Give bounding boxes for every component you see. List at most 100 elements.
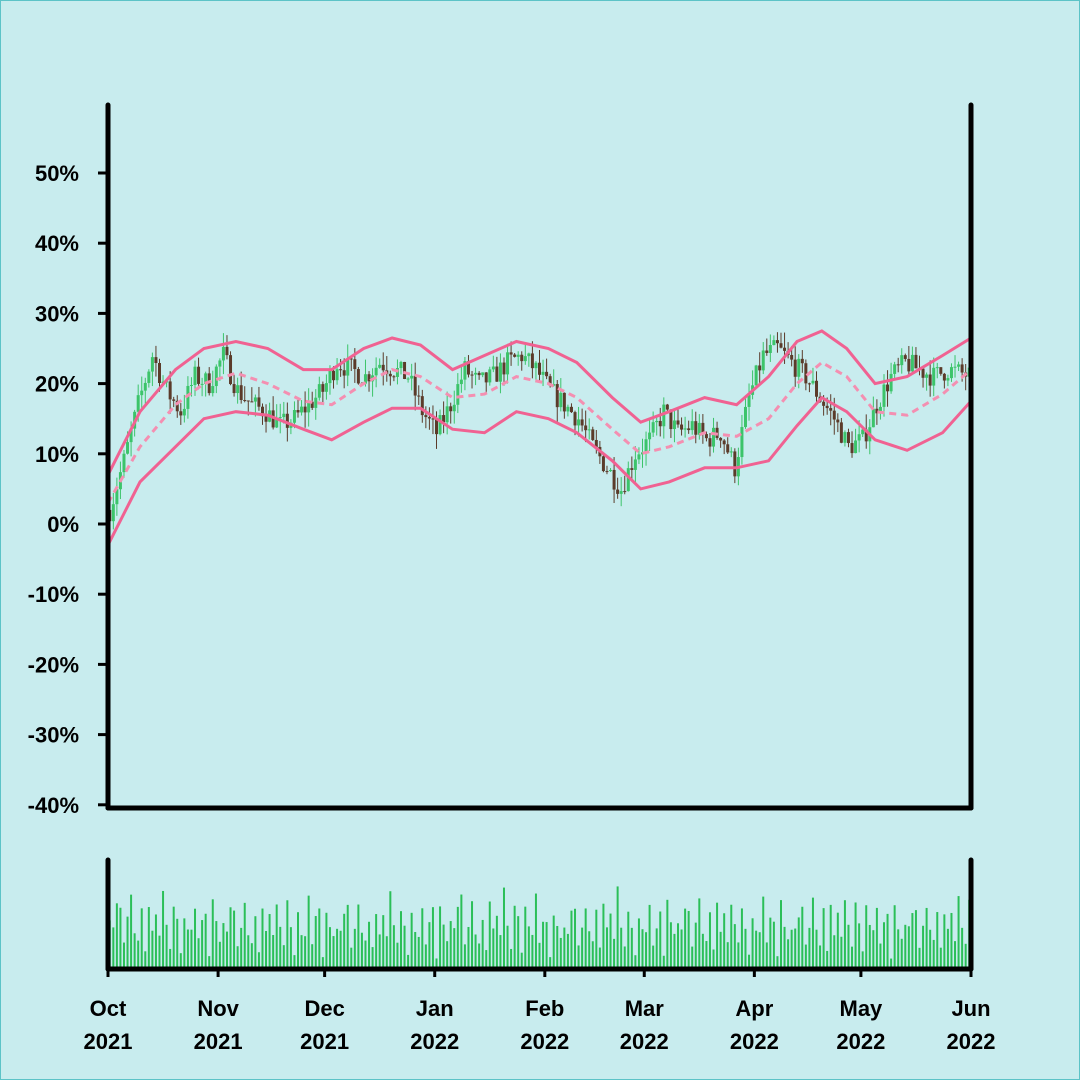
candle [229,351,233,386]
candle-body [722,440,726,445]
candle [250,387,254,403]
candle-body [577,419,581,426]
candle [506,343,510,384]
candle [527,352,531,367]
candle [335,358,339,385]
volume-bar [339,930,342,969]
candle-body [353,359,357,370]
candle [488,366,492,386]
candle-body [871,408,875,428]
volume-bar [829,904,832,969]
candle [179,403,183,425]
volume-bar [304,936,307,969]
candle-body [530,353,534,369]
candle-body [637,454,641,460]
candle [523,343,527,365]
candle-body [886,384,890,392]
candle [772,335,776,346]
volume-bar [218,941,221,969]
candle [918,355,922,376]
candle-body [374,367,378,376]
volume-bar [343,913,346,969]
volume-bar [513,905,516,969]
candle [690,409,694,435]
candle-body [811,380,815,384]
candle [932,357,936,397]
volume-bar [911,913,914,969]
volume-bar [556,925,559,969]
candle-body [204,373,208,384]
candle-body [509,352,513,355]
volume-bar [673,933,676,969]
candle-body [605,471,609,473]
candle [655,415,659,436]
candle-body [463,361,467,380]
volume-bar [868,924,871,969]
volume-bar [346,904,349,969]
volume-bar [602,903,605,969]
volume-bar [467,926,470,969]
volume-bar [478,943,481,969]
volume-bar [236,946,239,969]
candle-body [484,372,488,383]
volume-bar [300,935,303,969]
candle [619,477,623,507]
volume-bar [886,913,889,969]
volume-bar [254,916,257,969]
candle-body [225,346,229,356]
candle [200,377,204,397]
volume-bar [194,908,197,969]
volume-bar [495,915,498,969]
candle-body [253,397,257,402]
candle-body [260,406,264,417]
candle [122,449,126,478]
volume-bar [325,912,328,969]
candle-body [317,384,321,398]
volume-bar [858,923,861,969]
volume-bar [158,935,161,969]
candle-body [442,415,446,423]
candle [644,431,648,466]
volume-bar [115,903,118,969]
volume-bar [545,922,548,969]
candle-body [797,358,801,377]
y-tick-label: 50% [35,161,79,186]
candle-body [157,363,161,383]
volume-bar [733,924,736,969]
volume-bar [719,931,722,969]
candle-body [243,400,247,402]
x-tick-year: 2022 [730,1029,779,1054]
candle [143,377,147,404]
volume-bar [737,942,740,969]
candle [502,357,506,386]
y-tick-label: 0% [47,512,79,537]
candle-body [417,395,421,397]
candle-body [541,371,545,375]
candle [491,355,495,373]
candle-body [910,354,914,372]
candle [541,359,545,387]
candle [427,407,431,430]
volume-bar [268,914,271,969]
candle [719,437,723,448]
volume-bar [240,927,243,969]
candle-body [640,452,644,455]
candle [356,366,360,385]
candle-body [221,346,225,361]
candle-body [491,366,495,370]
candle-body [275,417,279,428]
candle-body [846,432,850,444]
volume-bar [130,894,133,969]
volume-bar [126,916,129,969]
candle [150,352,154,387]
candle [289,419,293,435]
candle [303,391,307,428]
volume-bar [421,908,424,969]
candle-body [712,427,716,447]
candle-body [513,354,517,357]
candle-body [704,433,708,439]
x-tick-month: Apr [735,996,773,1021]
volume-bar [577,945,580,969]
candle [115,477,119,516]
volume-bar [904,924,907,969]
